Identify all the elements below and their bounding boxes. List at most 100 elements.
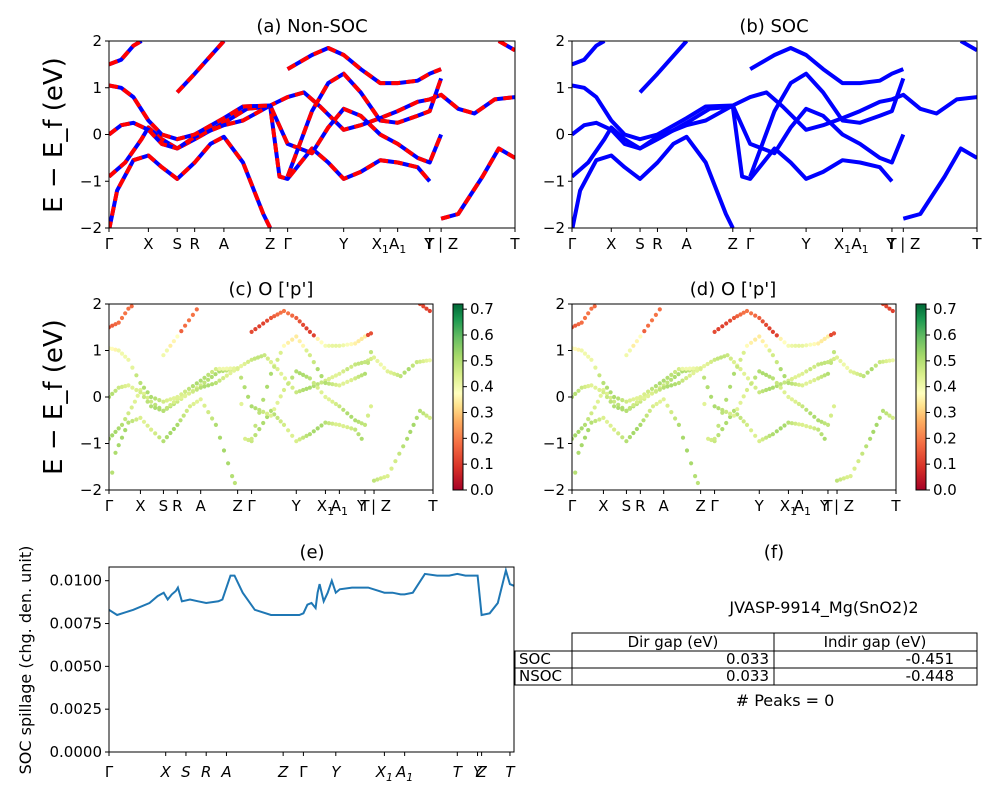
proj-dot xyxy=(825,371,831,376)
proj-dot xyxy=(828,360,834,365)
proj-dot xyxy=(789,381,794,386)
proj-dot xyxy=(676,372,681,377)
ytick-label-c-4: 2 xyxy=(92,295,102,313)
proj-dot xyxy=(408,429,413,434)
proj-dot xyxy=(195,399,200,404)
proj-dot xyxy=(661,397,666,402)
proj-dot xyxy=(834,355,840,360)
band-soc-3 xyxy=(572,83,906,165)
proj-dot xyxy=(731,360,737,365)
proj-dot xyxy=(884,304,889,309)
proj-dot xyxy=(341,381,346,386)
proj-dot xyxy=(326,343,331,348)
proj-dot xyxy=(330,375,335,380)
proj-dot xyxy=(119,384,125,389)
proj-dot xyxy=(307,329,312,334)
panel-d-dots xyxy=(572,304,895,486)
klabel-d-4: A xyxy=(659,497,670,515)
proj-dot xyxy=(631,397,636,402)
proj-dot xyxy=(608,423,613,428)
proj-dot xyxy=(595,399,600,404)
proj-dot xyxy=(126,411,131,416)
proj-dot xyxy=(259,354,264,359)
proj-dot xyxy=(164,348,169,353)
proj-dot xyxy=(616,402,621,407)
proj-dot xyxy=(315,336,320,341)
proj-dot xyxy=(728,384,733,389)
proj-dot xyxy=(246,437,251,443)
proj-dot xyxy=(265,318,270,323)
proj-dot xyxy=(378,476,383,481)
proj-dot xyxy=(268,413,274,418)
proj-dot xyxy=(845,365,850,370)
panel-a-bands xyxy=(109,41,515,228)
proj-dot xyxy=(272,412,277,417)
proj-dot xyxy=(767,326,772,331)
proj-dot xyxy=(183,393,188,398)
band-down-7 xyxy=(285,71,443,178)
proj-dot xyxy=(330,343,335,348)
proj-dot xyxy=(333,373,338,378)
proj-dot xyxy=(417,408,423,413)
proj-dot xyxy=(368,404,374,409)
proj-dot xyxy=(819,374,824,379)
panel-e-title: (e) xyxy=(299,542,324,563)
proj-dot xyxy=(161,408,166,413)
proj-dot xyxy=(333,401,338,407)
cb-label-c-0: 0.0 xyxy=(470,481,494,499)
proj-dot xyxy=(760,371,765,376)
band-soc-2 xyxy=(572,90,977,151)
proj-dot xyxy=(275,415,280,420)
proj-dot xyxy=(786,380,791,386)
proj-dot xyxy=(278,419,283,424)
proj-dot xyxy=(724,409,729,414)
proj-dot xyxy=(741,419,746,424)
proj-dot xyxy=(253,406,258,411)
proj-dot xyxy=(586,428,591,433)
klabel-e-6: Γ xyxy=(299,763,308,781)
proj-dot xyxy=(586,311,591,316)
proj-dot xyxy=(616,396,621,401)
proj-dot xyxy=(168,430,173,436)
proj-dot xyxy=(110,433,115,438)
proj-dot xyxy=(405,436,410,441)
proj-dot xyxy=(620,398,625,403)
proj-dot xyxy=(616,405,621,410)
proj-dot xyxy=(353,341,358,346)
proj-dot xyxy=(232,480,237,486)
proj-dot xyxy=(356,361,361,366)
proj-dot xyxy=(800,343,805,348)
proj-dot xyxy=(738,367,743,372)
proj-dot xyxy=(315,426,320,431)
proj-dot xyxy=(385,369,390,374)
proj-dot xyxy=(382,365,387,370)
proj-dot xyxy=(119,351,125,356)
proj-dot xyxy=(252,356,257,361)
proj-dot xyxy=(275,357,280,362)
proj-dot xyxy=(275,367,280,372)
klabel-d-10: T xyxy=(822,497,833,515)
proj-dot xyxy=(816,418,821,423)
ytick-label-a-1: −1 xyxy=(80,172,102,190)
proj-dot xyxy=(110,470,115,475)
proj-dot xyxy=(764,435,769,440)
proj-dot xyxy=(676,367,681,372)
proj-dot xyxy=(424,413,429,418)
proj-dot xyxy=(716,433,721,438)
proj-dot xyxy=(337,404,342,409)
proj-dot xyxy=(573,391,578,396)
proj-dot xyxy=(210,416,215,421)
proj-dot xyxy=(709,394,714,399)
colorbar-d-ticks: 0.0 0.1 0.2 0.3 0.4 0.5 0.6 0.7 xyxy=(926,300,957,499)
panel-c-plot xyxy=(109,304,432,486)
proj-dot xyxy=(828,413,834,418)
proj-dot xyxy=(627,398,632,403)
proj-dot xyxy=(186,386,192,391)
proj-dot xyxy=(134,373,139,378)
proj-dot xyxy=(812,364,817,369)
proj-dot xyxy=(246,394,251,399)
proj-dot xyxy=(793,399,798,404)
proj-dot xyxy=(226,461,231,466)
proj-dot xyxy=(202,384,207,389)
